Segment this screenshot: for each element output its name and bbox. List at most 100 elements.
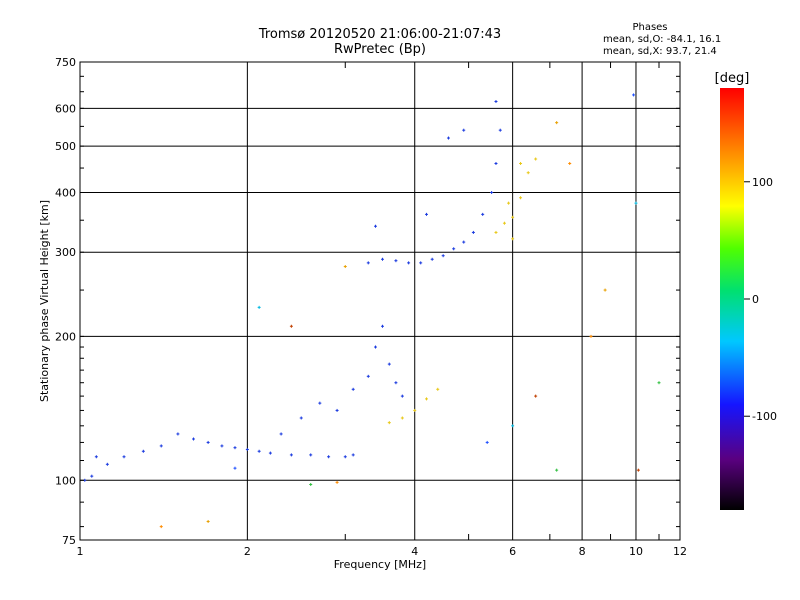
phases-heading: Phases	[632, 22, 668, 33]
y-tick-label: 300	[55, 246, 76, 259]
data-point	[507, 201, 511, 205]
data-point	[511, 237, 515, 241]
data-point	[351, 387, 355, 391]
y-tick-label: 750	[55, 56, 76, 69]
data-point	[268, 451, 272, 455]
data-point	[519, 161, 523, 165]
data-point	[90, 474, 94, 478]
scattered-point	[555, 468, 559, 472]
data-point	[446, 136, 450, 140]
data-point	[299, 416, 303, 420]
data-point	[430, 257, 434, 261]
data-point	[481, 212, 485, 216]
data-point	[425, 212, 429, 216]
x-tick-label: 2	[244, 545, 251, 558]
colorbar-unit-label: [deg]	[715, 71, 750, 86]
data-point	[511, 215, 515, 219]
scattered-point	[555, 121, 559, 125]
data-point	[394, 259, 398, 263]
data-point	[407, 261, 411, 265]
colorbar-tick-label: 100	[752, 176, 773, 189]
phases-x-stats: mean, sd,X: 93.7, 21.4	[603, 46, 717, 57]
colorbar-ticks: 100 0 -100	[744, 176, 777, 423]
data-point	[94, 455, 98, 459]
data-point	[526, 171, 530, 175]
y-tick-label: 100	[55, 474, 76, 487]
data-point	[441, 254, 445, 258]
scattered-point	[233, 466, 237, 470]
colorbar-tick-label: 0	[752, 293, 759, 306]
scattered-point	[335, 480, 339, 484]
data-point	[206, 440, 210, 444]
data-point	[394, 381, 398, 385]
data-point	[380, 257, 384, 261]
scattered-point	[206, 519, 210, 523]
x-tick-label: 8	[579, 545, 586, 558]
data-point	[490, 190, 494, 194]
scattered-point	[568, 161, 572, 165]
data-point	[452, 247, 456, 251]
data-point	[373, 345, 377, 349]
data-point	[419, 261, 423, 265]
scattered-point	[636, 468, 640, 472]
scattered-point	[485, 440, 489, 444]
data-point	[191, 437, 195, 441]
scattered-point	[657, 381, 661, 385]
data-point	[343, 455, 347, 459]
y-axis-ticks: 75 100 200 300 400 500 600 750	[55, 56, 680, 547]
data-point	[122, 455, 126, 459]
data-point	[105, 462, 109, 466]
x-tick-label: 4	[411, 545, 418, 558]
data-point	[502, 221, 506, 225]
chart-subtitle: RwPretec (Bp)	[333, 42, 427, 57]
data-point	[279, 432, 283, 436]
x-axis-label: Frequency [MHz]	[334, 558, 426, 571]
data-point	[387, 421, 391, 425]
data-point	[373, 224, 377, 228]
data-point	[413, 408, 417, 412]
x-tick-label: 10	[629, 545, 643, 558]
data-point	[309, 453, 313, 457]
data-point	[245, 447, 249, 451]
data-point	[400, 416, 404, 420]
data-point	[494, 100, 498, 104]
scattered-point	[603, 288, 607, 292]
x-tick-label: 6	[509, 545, 516, 558]
data-point	[351, 453, 355, 457]
data-point	[335, 408, 339, 412]
scattered-point	[589, 334, 593, 338]
x-tick-label: 12	[673, 545, 687, 558]
data-point	[141, 449, 145, 453]
data-point	[471, 230, 475, 234]
colorbar	[720, 88, 744, 510]
data-point	[534, 157, 538, 161]
chart-title: Tromsø 20120520 21:06:00-21:07:43	[258, 27, 502, 42]
scattered-point	[257, 305, 261, 309]
data-points	[83, 93, 661, 529]
data-point	[436, 387, 440, 391]
data-point	[220, 444, 224, 448]
data-point	[366, 374, 370, 378]
scattered-point	[511, 424, 515, 428]
scattered-point	[534, 394, 538, 398]
data-point	[494, 230, 498, 234]
data-point	[425, 397, 429, 401]
data-point	[494, 161, 498, 165]
plot-frame	[79, 61, 681, 541]
data-point	[366, 261, 370, 265]
scattered-point	[632, 93, 636, 97]
data-point	[400, 394, 404, 398]
data-point	[233, 446, 237, 450]
data-point	[462, 240, 466, 244]
data-point	[519, 196, 523, 200]
data-point	[327, 455, 331, 459]
y-tick-label: 500	[55, 140, 76, 153]
data-point	[498, 128, 502, 132]
x-axis-ticks: 1 2 4 6 8 10 12	[77, 62, 687, 558]
data-point	[318, 401, 322, 405]
y-tick-label: 75	[62, 534, 76, 547]
scattered-point	[289, 324, 293, 328]
colorbar-tick-label: -100	[752, 410, 777, 423]
scattered-point	[309, 482, 313, 486]
